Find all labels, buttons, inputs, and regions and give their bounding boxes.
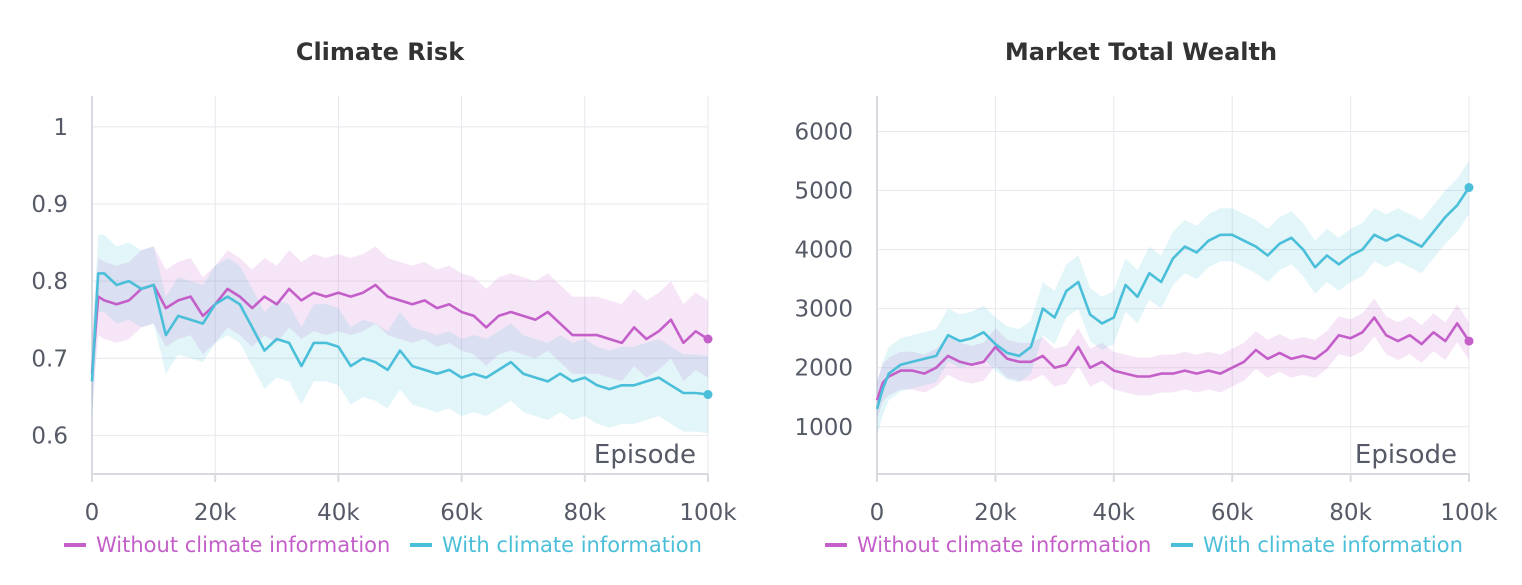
climate-risk-with-end-point [703, 390, 713, 400]
market-wealth-ytick-label: 2000 [794, 356, 853, 382]
market-wealth-legend: Without climate information With climate… [825, 533, 1463, 557]
market-wealth-xtick-label: 0 [870, 500, 885, 526]
legend-with-label: With climate information [1203, 533, 1463, 557]
market-wealth-without-band [877, 298, 1469, 420]
climate-risk-title: Climate Risk [296, 38, 465, 66]
market-wealth-without-line [875, 316, 1471, 401]
market-wealth-with-band [877, 161, 1469, 436]
climate-risk-with-band [92, 234, 708, 434]
climate-risk-xtick-label: 80k [564, 500, 607, 526]
climate-risk-ytick-label: 0.8 [31, 269, 68, 295]
climate-risk-without-band [92, 246, 708, 413]
market-wealth-title: Market Total Wealth [1005, 38, 1277, 66]
market-wealth-panel: 1000 2000 3000 4000 5000 6000 0 20k 40k 60k 80k 100… [761, 0, 1522, 585]
climate-risk-xlabel: Episode [594, 440, 696, 470]
market-wealth-xlabel: Episode [1355, 440, 1457, 470]
market-wealth-chart: 1000 2000 3000 4000 5000 6000 0 20k 40k 60k 80k 100… [794, 38, 1498, 557]
climate-risk-without-end-point [703, 334, 713, 344]
market-wealth-ytick-label: 5000 [794, 179, 853, 205]
climate-risk-legend: Without climate information With climate… [64, 533, 702, 557]
climate-risk-xtick-label: 60k [440, 500, 483, 526]
market-wealth-ytick-label: 4000 [794, 238, 853, 264]
climate-risk-panel: 0.6 0.7 0.8 0.9 1 0 20k 40k 60k 80k 100k Climate R… [31, 38, 737, 557]
climate-risk-plot: 0.6 0.7 0.8 0.9 1 0 20k 40k 60k 80k 100k [31, 96, 737, 526]
climate-risk-with-line [90, 272, 709, 396]
market-wealth-xtick-label: 100k [1440, 500, 1498, 526]
market-wealth-with-line [875, 186, 1471, 410]
climate-risk-ytick-label: 0.7 [31, 346, 68, 372]
climate-risk-xtick-label: 40k [317, 500, 360, 526]
market-wealth-xtick-label: 20k [974, 500, 1017, 526]
market-wealth-with-end-point [1464, 183, 1474, 193]
climate-risk-xtick-label: 100k [679, 500, 737, 526]
market-wealth-ytick-label: 1000 [794, 415, 853, 441]
climate-risk-xtick-label: 20k [194, 500, 237, 526]
climate-risk-ytick-label: 0.6 [31, 423, 68, 449]
market-wealth-xtick-label: 80k [1329, 500, 1372, 526]
climate-risk-ytick-label: 1 [53, 115, 68, 141]
climate-risk-chart: 0.6 0.7 0.8 0.9 1 0 20k 40k 60k 80k 100k Climate R… [31, 38, 737, 557]
market-wealth-xtick-label: 60k [1211, 500, 1254, 526]
market-wealth-without-end-point [1464, 336, 1474, 346]
market-wealth-ytick-label: 6000 [794, 119, 853, 145]
market-wealth-plot: 1000 2000 3000 4000 5000 6000 0 20k 40k 60k 80k 100… [794, 96, 1498, 526]
legend-with-label: With climate information [442, 533, 702, 557]
climate-risk-xtick-label: 0 [85, 500, 100, 526]
market-wealth-ytick-label: 3000 [794, 297, 853, 323]
legend-without-label: Without climate information [857, 533, 1151, 557]
climate-risk-ytick-label: 0.9 [31, 192, 68, 218]
market-wealth-xtick-label: 40k [1093, 500, 1136, 526]
legend-without-label: Without climate information [96, 533, 390, 557]
climate-risk-without-line [90, 283, 709, 374]
